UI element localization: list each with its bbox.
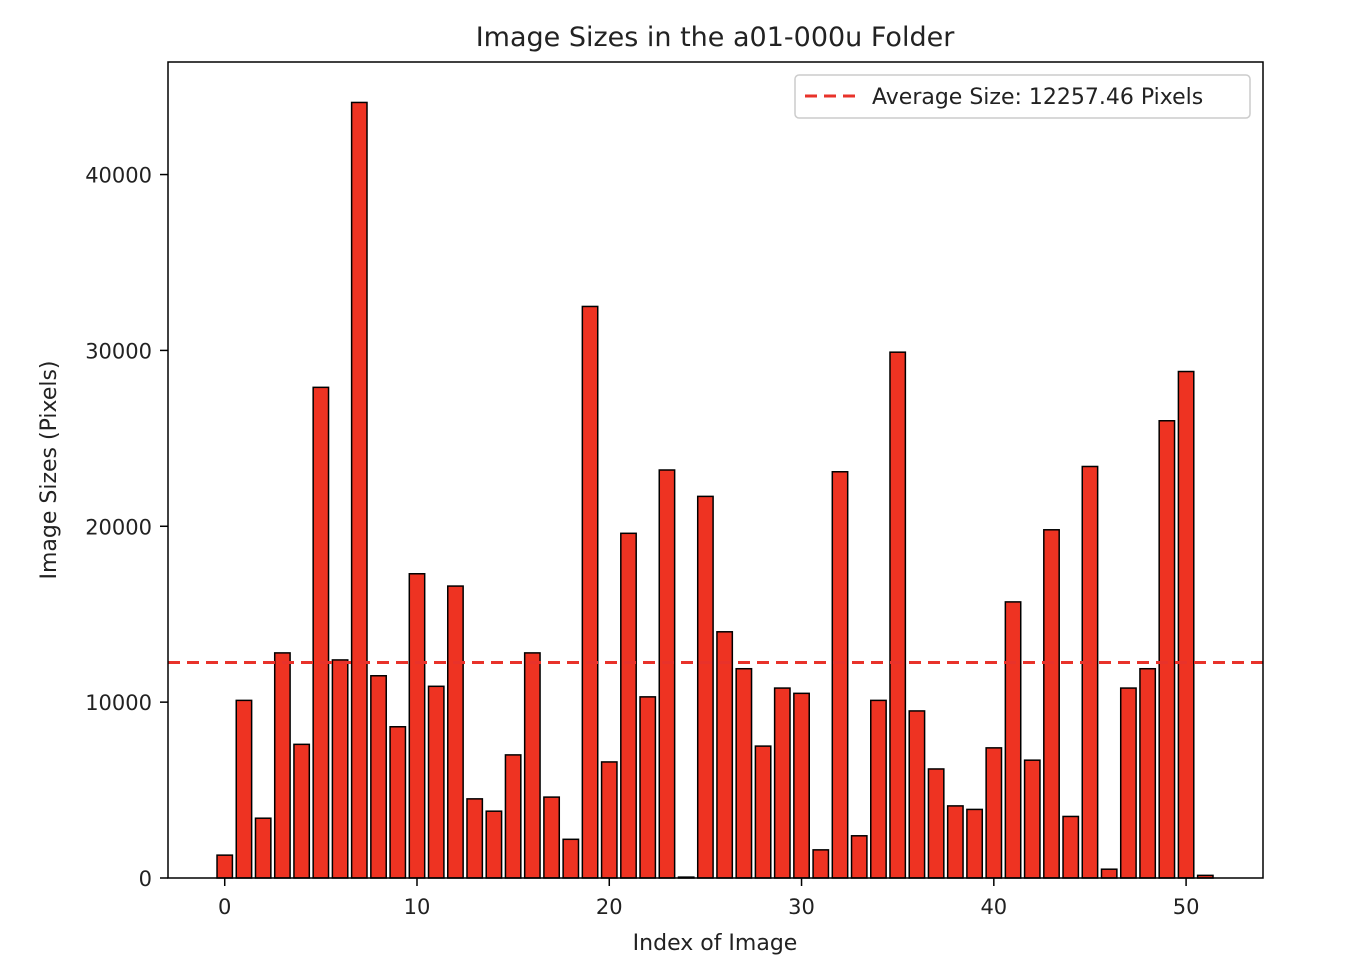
bar [523,652,541,879]
legend: Average Size: 12257.46 Pixels [794,74,1251,119]
y-tick-label: 30000 [85,339,152,363]
bar [1177,370,1195,879]
bar [908,710,926,879]
y-tick-label: 40000 [85,164,152,188]
y-tick-label: 10000 [85,691,152,715]
legend-box [794,74,1251,119]
bar [235,699,253,879]
bar [562,838,580,879]
y-tick-label: 20000 [85,515,152,539]
bar [812,849,830,879]
bar [1119,687,1137,879]
bar [350,101,368,879]
bar [696,495,714,879]
x-tick-label: 40 [980,895,1007,919]
bar [1062,815,1080,879]
bar [427,685,445,879]
bar [831,471,849,879]
bar [639,696,657,879]
bar [504,754,522,879]
bar [927,768,945,879]
bar [793,692,810,879]
bar [716,631,734,879]
bar [620,532,637,879]
bar [1139,667,1157,879]
bar [600,761,618,879]
bar [273,652,291,879]
bar [1100,868,1118,879]
bar [870,699,887,879]
bar [543,796,561,879]
x-axis-label: Index of Image [633,931,798,956]
bar [889,351,907,879]
bar [389,726,407,879]
chart-title: Image Sizes in the a01-000u Folder [476,22,956,53]
x-tick-label: 20 [596,895,623,919]
bar [754,745,772,879]
bar [735,667,753,879]
x-tick-label: 10 [404,895,431,919]
bar [985,747,1003,879]
y-axis-label: Image Sizes (Pixels) [37,360,62,579]
bar [466,798,484,879]
bar [946,805,964,879]
bar [1004,601,1022,879]
bar [658,469,676,879]
x-tick-label: 50 [1173,895,1200,919]
bar [370,675,387,879]
bar [447,585,464,879]
bar [408,573,426,879]
bar [773,687,791,879]
bar [1158,420,1176,879]
bar [1043,529,1060,879]
x-tick-label: 0 [218,895,231,919]
bar [254,817,272,879]
bars-group [216,101,1214,879]
bar [485,810,503,879]
plot-frame [167,61,1264,879]
bar [581,305,599,879]
bar [966,808,984,879]
legend-average-label: Average Size: 12257.46 Pixels [872,85,1203,110]
bar [312,386,330,879]
y-axis-ticks: 0 10000 20000 30000 40000 [85,164,168,891]
bar [1023,759,1041,879]
y-tick-label: 0 [139,867,152,891]
x-tick-label: 30 [788,895,815,919]
bar [216,854,234,879]
bar [1081,465,1099,879]
bar [293,743,311,879]
bar [331,659,349,879]
bar [850,835,868,879]
x-axis-ticks: 0 10 20 30 40 50 [218,878,1199,919]
